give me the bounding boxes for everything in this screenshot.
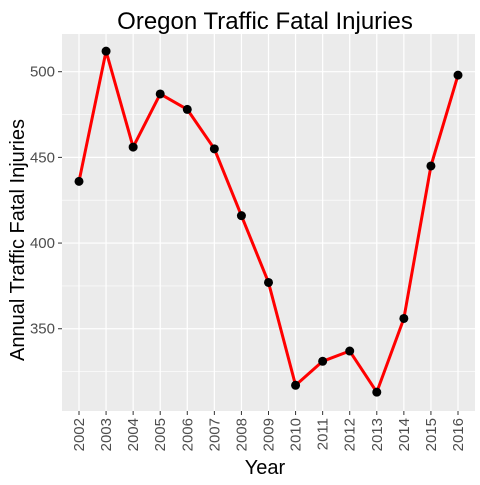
x-tick-label: 2004 bbox=[125, 418, 142, 451]
x-tick-label: 2014 bbox=[396, 418, 413, 451]
x-tick-label: 2010 bbox=[288, 418, 305, 451]
x-tick-label: 2005 bbox=[152, 418, 169, 451]
data-point bbox=[264, 277, 273, 287]
y-axis: 350 400 450 500 bbox=[30, 64, 62, 338]
data-point bbox=[101, 46, 111, 56]
x-tick-label: 2013 bbox=[369, 418, 386, 451]
data-point bbox=[426, 161, 436, 171]
data-point bbox=[399, 313, 409, 323]
x-tick-label: 2011 bbox=[315, 418, 332, 450]
x-tick-label: 2003 bbox=[98, 418, 115, 451]
data-point bbox=[318, 356, 328, 366]
data-point bbox=[345, 346, 355, 356]
series-layer bbox=[74, 46, 463, 397]
y-tick-label: 450 bbox=[30, 149, 55, 166]
y-tick-label: 400 bbox=[30, 235, 55, 252]
data-point bbox=[236, 211, 246, 221]
y-axis-title: Annual Traffic Fatal Injuries bbox=[7, 119, 29, 361]
x-tick-label: 2015 bbox=[423, 418, 440, 451]
x-tick-label: 2009 bbox=[261, 418, 278, 451]
chart-title: Oregon Traffic Fatal Injuries bbox=[117, 8, 413, 35]
x-axis: 2002 2003 2004 2005 2006 2007 2008 2009 2010 2011… bbox=[71, 411, 467, 451]
x-tick-label: 2016 bbox=[450, 418, 467, 451]
major-gridlines bbox=[62, 34, 475, 411]
x-tick-label: 2008 bbox=[233, 418, 250, 451]
x-tick-label: 2007 bbox=[206, 418, 223, 451]
y-tick-label: 500 bbox=[30, 64, 55, 81]
y-tick-label: 350 bbox=[30, 321, 55, 338]
data-point bbox=[155, 89, 165, 99]
x-tick-label: 2012 bbox=[342, 418, 359, 451]
x-axis-title: Year bbox=[245, 457, 286, 479]
data-point bbox=[128, 142, 138, 152]
data-point bbox=[453, 70, 463, 80]
data-point bbox=[372, 387, 382, 397]
data-point bbox=[74, 176, 84, 186]
data-point bbox=[209, 144, 219, 154]
data-point bbox=[182, 104, 192, 114]
x-tick-label: 2006 bbox=[179, 418, 196, 451]
data-point bbox=[291, 380, 301, 390]
x-tick-label: 2002 bbox=[71, 418, 88, 451]
